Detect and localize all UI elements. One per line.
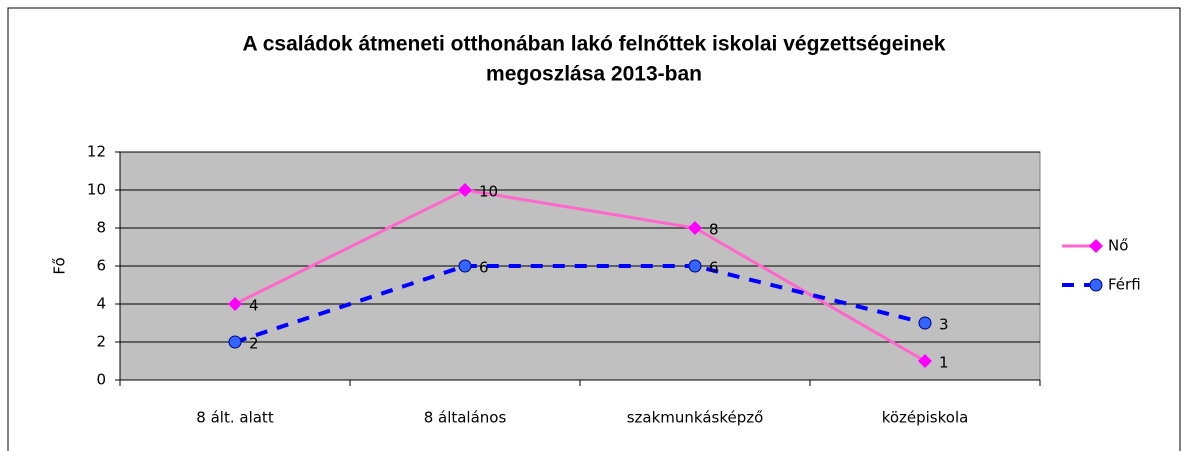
y-tick-label: 2 — [96, 333, 106, 351]
chart-border — [7, 7, 1181, 451]
series-line — [234, 264, 926, 344]
y-tick-label: 0 — [96, 371, 106, 389]
series-line — [234, 188, 926, 363]
y-tick-label: 4 — [96, 295, 106, 313]
y-tick-label: 10 — [87, 181, 106, 199]
y-tick-label: 8 — [96, 219, 106, 237]
x-tick-label: 8 ált. alatt — [196, 409, 274, 427]
data-label: 4 — [249, 297, 259, 315]
legend-label: Férfi — [1108, 276, 1141, 294]
marker — [228, 335, 242, 349]
data-label: 2 — [249, 335, 259, 353]
x-tick-label: középiskola — [882, 409, 969, 427]
marker — [688, 221, 702, 235]
chart-title: A családok átmeneti otthonában lakó feln… — [243, 33, 946, 56]
y-axis-label: Fő — [51, 257, 69, 274]
legend-marker — [1089, 239, 1103, 253]
marker — [918, 354, 932, 368]
x-tick-label: szakmunkásképző — [627, 409, 764, 427]
y-tick-label: 6 — [96, 257, 106, 275]
legend-marker — [1089, 278, 1103, 292]
marker — [918, 316, 932, 330]
y-tick-label: 12 — [87, 143, 106, 161]
data-label: 8 — [709, 221, 719, 239]
data-label: 3 — [939, 316, 949, 334]
marker — [458, 259, 472, 273]
data-label: 1 — [939, 354, 949, 372]
data-label: 6 — [479, 259, 489, 277]
marker — [228, 297, 242, 311]
marker — [458, 183, 472, 197]
x-tick-label: 8 általános — [424, 409, 507, 427]
marker — [688, 259, 702, 273]
legend-label: Nő — [1108, 237, 1128, 255]
data-label: 10 — [479, 183, 498, 201]
chart-title: megoszlása 2013-ban — [486, 63, 702, 86]
data-label: 6 — [709, 259, 719, 277]
